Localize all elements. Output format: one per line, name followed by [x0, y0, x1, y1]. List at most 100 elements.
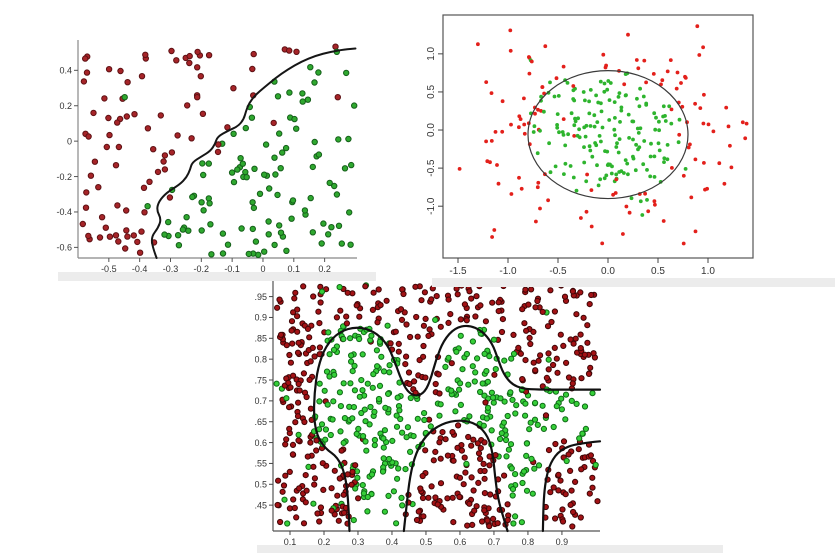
red-class-point — [643, 191, 647, 196]
x-tick-label: -0.5 — [549, 266, 567, 277]
green-class-point — [198, 227, 205, 234]
green-class-point — [598, 177, 603, 182]
green-class-point — [623, 72, 628, 76]
red-class-point — [561, 117, 566, 121]
green-class-point — [638, 86, 642, 91]
green-class-point — [573, 116, 577, 121]
green-class-point — [340, 335, 347, 343]
red-class-point — [580, 314, 587, 321]
green-class-point — [274, 191, 281, 199]
green-class-point — [614, 145, 619, 149]
y-tick-label: 0.65 — [255, 417, 267, 427]
green-class-point — [345, 135, 352, 143]
red-class-point — [436, 390, 443, 397]
green-class-point — [350, 517, 357, 524]
green-class-point — [293, 125, 300, 132]
red-class-point — [337, 307, 344, 314]
green-class-point — [351, 387, 359, 394]
green-class-point — [284, 520, 291, 527]
green-class-point — [165, 218, 172, 226]
green-class-point — [382, 404, 389, 411]
red-class-point — [481, 507, 488, 514]
green-class-point — [597, 134, 602, 138]
green-class-point — [463, 350, 470, 358]
red-class-point — [621, 232, 625, 236]
red-class-point — [577, 289, 584, 296]
red-class-point — [717, 161, 722, 166]
green-class-point — [531, 416, 539, 423]
green-class-point — [283, 247, 290, 255]
red-class-point — [508, 48, 513, 53]
red-class-point — [306, 334, 313, 341]
red-class-point — [481, 467, 488, 475]
red-class-point — [403, 321, 410, 328]
red-class-point — [519, 376, 526, 383]
red-class-point — [688, 142, 692, 147]
green-class-point — [652, 154, 657, 159]
red-class-point — [551, 344, 558, 352]
red-class-point — [517, 125, 521, 130]
green-class-point — [501, 357, 508, 364]
red-class-point — [369, 306, 377, 314]
x-tick-label: -0.3 — [163, 264, 179, 274]
y-tick-label: 0.75 — [255, 375, 267, 385]
red-class-point — [545, 350, 552, 357]
red-class-point — [487, 491, 494, 498]
green-class-point — [360, 490, 368, 497]
green-class-point — [309, 229, 316, 236]
red-class-point — [468, 442, 475, 449]
red-class-point — [484, 517, 491, 524]
red-class-point — [138, 73, 146, 80]
green-class-point — [352, 485, 359, 492]
green-class-point — [512, 471, 519, 478]
red-class-point — [293, 514, 300, 521]
x-tick-label: 0.8 — [522, 537, 535, 547]
green-class-point — [623, 158, 628, 163]
red-class-point — [286, 505, 294, 512]
red-class-point — [477, 445, 484, 452]
green-class-point — [356, 335, 363, 343]
green-class-point — [185, 227, 192, 234]
green-class-point — [466, 413, 473, 420]
red-class-point — [587, 364, 594, 371]
green-class-point — [588, 148, 593, 153]
red-class-point — [575, 446, 582, 453]
red-class-point — [463, 317, 470, 324]
green-class-point — [594, 93, 598, 98]
red-class-point — [475, 450, 483, 457]
green-class-point — [230, 178, 238, 186]
red-class-point — [399, 286, 406, 293]
green-class-point — [595, 120, 600, 124]
red-class-point — [415, 508, 422, 515]
green-class-point — [350, 404, 358, 411]
green-class-point — [335, 222, 343, 230]
green-class-point — [311, 138, 318, 146]
red-class-point — [702, 161, 706, 165]
red-class-point — [333, 314, 341, 321]
red-class-point — [142, 51, 149, 58]
red-class-point — [292, 419, 299, 426]
red-class-point — [114, 119, 121, 126]
green-class-point — [568, 397, 575, 405]
green-class-point — [336, 284, 343, 291]
red-class-point — [186, 59, 193, 67]
green-class-point — [619, 169, 624, 174]
red-class-point — [420, 342, 427, 350]
y-tick-label: 1.0 — [426, 46, 437, 60]
plot-box — [442, 14, 754, 259]
red-class-point — [416, 357, 423, 364]
red-class-point — [565, 451, 572, 458]
red-class-point — [436, 439, 443, 446]
green-class-point — [242, 124, 250, 132]
red-class-point — [343, 313, 350, 320]
red-class-point — [495, 163, 499, 167]
red-class-point — [496, 181, 501, 186]
red-class-point — [407, 333, 414, 341]
green-class-point — [563, 143, 568, 148]
red-class-point — [286, 351, 293, 359]
red-class-point — [270, 119, 277, 127]
red-class-point — [317, 299, 324, 306]
red-class-point — [594, 498, 601, 505]
red-class-point — [530, 359, 537, 366]
